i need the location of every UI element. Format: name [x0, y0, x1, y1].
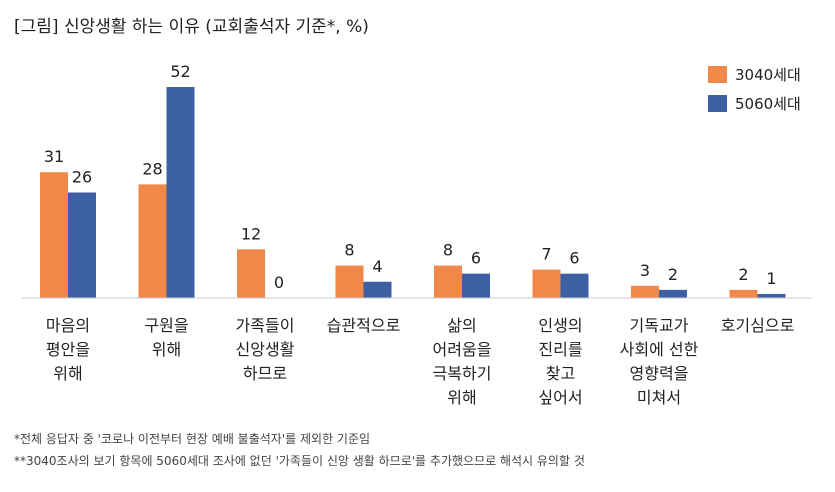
category-label-6-line-3: 미쳐서 [637, 388, 681, 407]
bar-5060-4 [462, 273, 490, 298]
category-label-5-line-2: 찾고 [546, 364, 575, 383]
legend: 3040세대 5060세대 [708, 66, 801, 113]
value-label-3040-5: 7 [541, 245, 551, 264]
value-label-3040-1: 28 [142, 159, 162, 178]
category-label-3-line-0: 습관적으로 [327, 316, 401, 335]
category-label-2-line-1: 신앙생활 [236, 340, 295, 359]
category-label-4-line-1: 어려움을 [433, 340, 492, 359]
bar-3040-6 [631, 285, 659, 298]
value-label-3040-6: 3 [640, 261, 650, 280]
bar-5060-0 [68, 192, 96, 298]
category-label-2-line-0: 가족들이 [236, 316, 295, 335]
value-label-5060-2: 0 [274, 273, 284, 292]
category-label-6-line-0: 기독교가 [630, 316, 689, 335]
bar-3040-1 [138, 184, 167, 298]
bar-5060-6 [659, 289, 687, 298]
bar-3040-3 [335, 265, 364, 298]
value-label-3040-2: 12 [241, 224, 261, 243]
value-label-5060-3: 4 [372, 257, 382, 276]
category-label-7-line-0: 호기심으로 [721, 316, 795, 335]
category-label-0-line-2: 위해 [53, 364, 82, 383]
value-label-5060-1: 52 [170, 62, 190, 81]
legend-swatch-3040 [708, 66, 727, 83]
category-label-5-line-3: 싶어서 [538, 388, 582, 407]
footnote-1: *전체 응답자 중 '코로나 이전부터 현장 예배 불출석자'를 제외한 기준임 [14, 432, 370, 446]
bar-3040-4 [434, 265, 462, 298]
legend-swatch-5060 [708, 95, 727, 112]
value-label-5060-6: 2 [668, 265, 678, 284]
category-label-6-line-2: 영향력을 [630, 364, 689, 383]
bar-5060-1 [166, 87, 195, 298]
bar-5060-5 [560, 273, 589, 298]
category-label-2-line-2: 하므로 [243, 364, 287, 383]
category-label-4-line-0: 삶의 [447, 316, 476, 335]
category-label-0-line-1: 평안을 [46, 340, 90, 359]
bar-3040-2 [237, 249, 265, 298]
bar-3040-5 [532, 269, 561, 298]
category-label-4-line-2: 극복하기 [433, 364, 492, 383]
category-label-1-line-1: 위해 [152, 340, 181, 359]
category-label-5-line-0: 인생의 [538, 316, 582, 335]
bar-5060-3 [363, 281, 392, 298]
category-label-4-line-3: 위해 [447, 388, 476, 407]
value-label-5060-5: 6 [569, 249, 579, 268]
category-label-6-line-1: 사회에 선한 [620, 340, 699, 359]
category-label-1-line-0: 구원을 [144, 316, 188, 335]
bars-group [40, 87, 786, 298]
value-label-5060-4: 6 [471, 249, 481, 268]
value-label-3040-7: 2 [738, 265, 748, 284]
value-label-3040-0: 31 [44, 147, 64, 166]
bar-3040-0 [40, 172, 68, 298]
bar-3040-7 [729, 289, 758, 298]
legend-label-5060: 5060세대 [735, 95, 801, 113]
value-label-3040-3: 8 [344, 241, 354, 260]
footnote-2: **3040조사의 보기 항목에 5060세대 조사에 없던 '가족들이 신앙 … [14, 454, 585, 468]
value-label-3040-4: 8 [443, 241, 453, 260]
legend-label-3040: 3040세대 [735, 66, 801, 84]
category-label-0-line-0: 마음의 [46, 316, 90, 335]
value-label-5060-7: 1 [766, 269, 776, 288]
chart-title: [그림] 신앙생활 하는 이유 (교회출석자 기준*, %) [14, 17, 369, 37]
value-label-5060-0: 26 [72, 168, 92, 187]
category-label-5-line-1: 진리를 [538, 340, 582, 359]
bar-5060-7 [757, 293, 786, 298]
